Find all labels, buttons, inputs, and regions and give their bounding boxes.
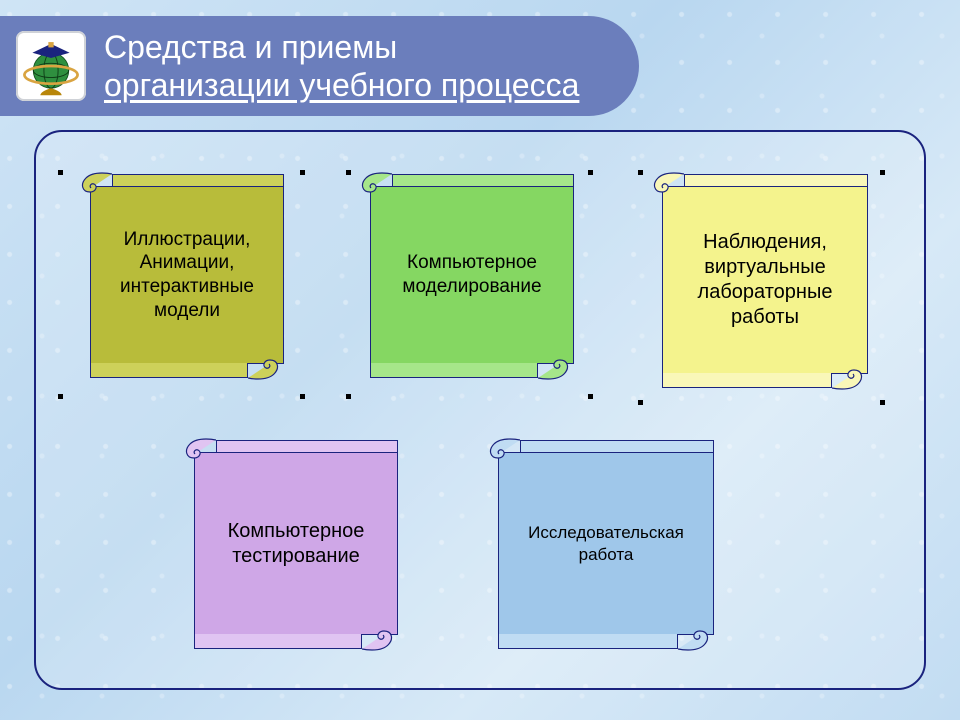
slide-title: Средства и приемы организации учебного п… — [104, 28, 579, 105]
scroll-curl-icon — [538, 358, 574, 382]
scroll-curl-icon — [356, 170, 392, 194]
scroll-research: Исследовательская работа — [484, 436, 714, 651]
selection-handle — [300, 394, 305, 399]
selection-handle — [638, 400, 643, 405]
scroll-curl-icon — [678, 629, 714, 653]
selection-handle — [346, 170, 351, 175]
scroll-observations-label: Наблюдения, виртуальные лабораторные раб… — [698, 230, 833, 330]
scroll-curl-icon — [248, 358, 284, 382]
selection-handle — [346, 394, 351, 399]
scroll-testing: Компьютерное тестирование — [180, 436, 398, 651]
scroll-research-label: Исследовательская работа — [528, 522, 684, 565]
header-bar: Средства и приемы организации учебного п… — [0, 16, 960, 116]
scroll-curl-icon — [362, 629, 398, 653]
scroll-observations: Наблюдения, виртуальные лабораторные раб… — [648, 170, 868, 390]
selection-handle — [638, 170, 643, 175]
scroll-illustrations-label: Иллюстрации, Анимации, интерактивные мод… — [120, 228, 254, 323]
selection-handle — [58, 170, 63, 175]
title-line1: Средства и приемы — [104, 29, 397, 65]
selection-handle — [58, 394, 63, 399]
selection-handle — [880, 400, 885, 405]
scroll-modeling-label: Компьютерное моделирование — [402, 251, 541, 299]
scroll-illustrations: Иллюстрации, Анимации, интерактивные мод… — [76, 170, 284, 380]
scroll-curl-icon — [648, 170, 684, 194]
scroll-modeling: Компьютерное моделирование — [356, 170, 574, 380]
selection-handle — [300, 170, 305, 175]
header-pill: Средства и приемы организации учебного п… — [0, 16, 639, 116]
scroll-testing-label: Компьютерное тестирование — [228, 519, 365, 569]
scroll-curl-icon — [484, 436, 520, 460]
scroll-curl-icon — [180, 436, 216, 460]
title-line2: организации учебного процесса — [104, 67, 579, 103]
selection-handle — [588, 394, 593, 399]
selection-handle — [880, 170, 885, 175]
scroll-curl-icon — [76, 170, 112, 194]
globe-logo-icon — [16, 31, 86, 101]
scroll-curl-icon — [832, 368, 868, 392]
selection-handle — [588, 170, 593, 175]
